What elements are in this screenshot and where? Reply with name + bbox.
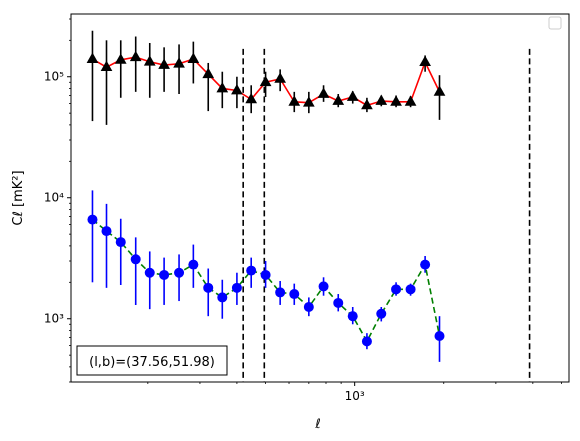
data-point — [275, 287, 285, 297]
data-point — [376, 309, 386, 319]
y-tick-label: 10⁴ — [44, 191, 64, 205]
annotation-text: (l,b)=(37.56,51.98) — [89, 355, 215, 370]
y-tick-label: 10³ — [44, 312, 64, 326]
data-point — [87, 215, 97, 225]
data-point — [304, 302, 314, 312]
data-point — [102, 226, 112, 236]
x-tick-label: 10³ — [345, 389, 365, 403]
data-point — [217, 292, 227, 302]
data-point — [362, 336, 372, 346]
data-point — [174, 268, 184, 278]
data-point — [232, 283, 242, 293]
data-point — [145, 268, 155, 278]
data-point — [333, 298, 343, 308]
data-point — [319, 281, 329, 291]
legend-box[interactable] — [549, 17, 561, 29]
y-tick-label: 10⁵ — [44, 70, 64, 84]
data-point — [159, 270, 169, 280]
data-point — [188, 260, 198, 270]
data-point — [391, 284, 401, 294]
data-point — [289, 289, 299, 299]
data-point — [246, 266, 256, 276]
x-axis-label: ℓ — [314, 417, 320, 432]
data-point — [131, 254, 141, 264]
data-point — [348, 311, 358, 321]
y-axis-label: Cℓ [mK²] — [11, 170, 26, 225]
data-point — [435, 331, 445, 341]
data-point — [406, 284, 416, 294]
data-point — [261, 270, 271, 280]
data-point — [203, 283, 213, 293]
data-point — [116, 237, 126, 247]
data-point — [420, 260, 430, 270]
